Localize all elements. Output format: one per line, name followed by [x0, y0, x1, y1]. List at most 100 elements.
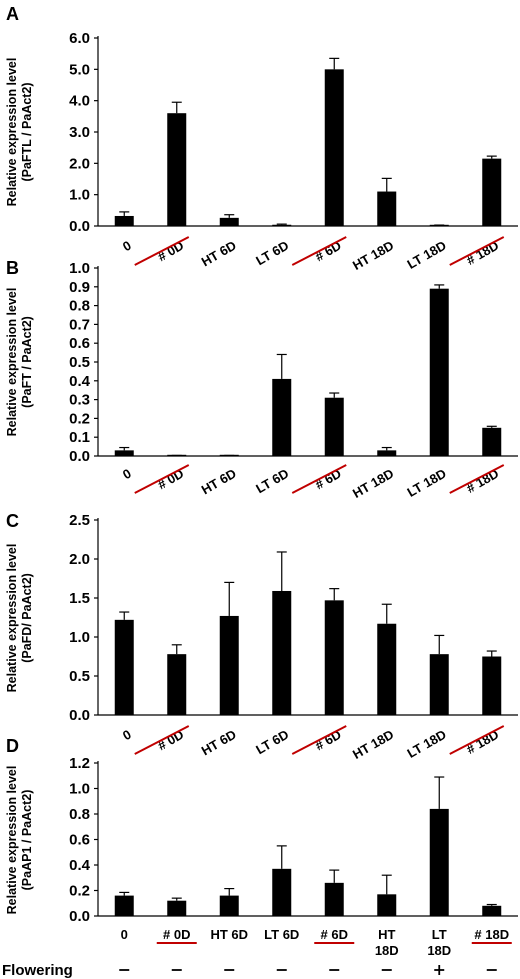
panel-b-xtick-label: 0: [120, 466, 134, 483]
panel-d-bar: [114, 895, 134, 916]
panel-d-ytick-label: 1.0: [69, 781, 90, 798]
panel-c-ytick-label: 1.0: [69, 629, 90, 646]
panel-d-ytick-label: 0.4: [69, 857, 91, 874]
panel-d-xtick-label: # 0D: [163, 927, 190, 942]
panel-b-ylabel-line: (PaFT / PaAct2): [20, 316, 34, 408]
panel-d-bar: [272, 868, 292, 916]
panel-a-bar: [324, 69, 344, 226]
panel-d-ytick-label: 0.2: [69, 883, 90, 900]
panel-a-bar: [114, 215, 134, 226]
panel-a-ytick-label: 6.0: [69, 30, 90, 47]
panel-a-bar: [219, 217, 239, 226]
panel-d-ytick-label: 0.6: [69, 832, 90, 849]
panel-d-bar: [429, 808, 449, 916]
panel-c-letter: C: [6, 511, 19, 531]
panel-a-bar: [377, 191, 397, 226]
panel-d-ytick-label: 0.0: [69, 908, 90, 925]
panel-d-bar: [167, 900, 187, 916]
panel-b-ytick-label: 0.7: [69, 316, 90, 333]
panel-b-ytick-label: 0.6: [69, 335, 90, 352]
panel-c-xtick-underline: [291, 725, 347, 755]
panel-c-bar: [219, 615, 239, 715]
panel-c-ylabel-line: (PaFD/ PaAct2): [20, 573, 34, 663]
panel-c-ytick-label: 2.5: [69, 512, 90, 529]
panel-d-ylabel-line: Relative expression level: [5, 766, 19, 915]
panel-b-bar: [482, 427, 502, 456]
panel-c-bar: [272, 590, 292, 715]
panel-d-xtick-label: # 18D: [474, 927, 509, 942]
panel-d-ytick-label: 1.2: [69, 755, 90, 772]
panel-b-xtick-underline: [449, 464, 505, 494]
panel-b-xtick-label: LT 18D: [405, 466, 449, 500]
panel-a-ytick-label: 2.0: [69, 155, 90, 172]
panel-d-xtick-label: 18D: [375, 943, 399, 958]
panel-d-ytick-label: 0.8: [69, 806, 90, 823]
panel-a-xtick-underline: [449, 236, 505, 266]
panel-c-bar: [324, 600, 344, 715]
panel-a-ytick-label: 3.0: [69, 124, 90, 141]
panel-c-xtick-underline: [134, 725, 190, 755]
panel-a-ylabel-line: Relative expression level: [5, 58, 19, 207]
panel-a-ytick-label: 5.0: [69, 61, 90, 78]
panel-b-bar: [429, 288, 449, 456]
panel-a-ylabel-line: (PaFTL / PaAct2): [20, 82, 34, 181]
panel-d-xtick-label: 0: [121, 927, 128, 942]
panel-b-ytick-label: 0.9: [69, 279, 90, 296]
panel-b-bar: [324, 397, 344, 456]
panel-a-xtick-label: HT 6D: [199, 238, 239, 270]
panel-b-xtick-label: HT 18D: [350, 466, 396, 501]
panel-b-bar: [114, 450, 134, 456]
panel-b-ytick-label: 0.3: [69, 392, 90, 409]
panel-a-xtick-label: LT 18D: [405, 238, 449, 272]
panel-b-xtick-label: HT 6D: [199, 466, 239, 498]
panel-c-ytick-label: 1.5: [69, 590, 90, 607]
panel-c-ytick-label: 2.0: [69, 551, 90, 568]
panel-a-bar: [482, 158, 502, 226]
panel-a-xtick-underline: [291, 236, 347, 266]
panel-c-xtick-label: LT 6D: [253, 727, 291, 758]
panel-a-xtick-label: HT 18D: [350, 238, 396, 273]
panel-d-xtick-label: 18D: [427, 943, 451, 958]
panel-b-ylabel-line: Relative expression level: [5, 288, 19, 437]
panel-a-bar: [167, 113, 187, 226]
panel-d-xtick-label: HT 6D: [210, 927, 248, 942]
panel-b-ytick-label: 0.8: [69, 298, 90, 315]
panel-a-xtick-label: 0: [120, 238, 134, 255]
panel-b-ytick-label: 0.4: [69, 373, 91, 390]
panel-d-xtick-label: HT: [378, 927, 395, 942]
panel-b-bar: [272, 378, 292, 456]
panel-b-ytick-label: 1.0: [69, 260, 90, 277]
panel-c-bar: [167, 654, 187, 715]
panel-b-ytick-label: 0.0: [69, 448, 90, 465]
panel-c-xtick-label: LT 18D: [405, 727, 449, 761]
panel-b-xtick-underline: [134, 464, 190, 494]
panel-d-bar: [482, 905, 502, 916]
panel-d-bar: [324, 882, 344, 916]
panel-b-xtick-underline: [291, 464, 347, 494]
panel-d-xtick-label: # 6D: [321, 927, 348, 942]
panel-b-letter: B: [6, 258, 19, 278]
panel-d-bar: [377, 894, 397, 916]
panel-a-xtick-label: LT 6D: [253, 238, 291, 269]
panel-b-ytick-label: 0.1: [69, 429, 90, 446]
panel-c-xtick-label: HT 6D: [199, 727, 239, 759]
panel-a-ytick-label: 1.0: [69, 187, 90, 204]
panel-c-bar: [114, 619, 134, 715]
panel-a-bar: [272, 224, 292, 226]
panel-d-xtick-label: LT: [432, 927, 447, 942]
panel-c-bar: [377, 623, 397, 715]
panel-b-bar: [377, 450, 397, 456]
panel-c-xtick-underline: [449, 725, 505, 755]
panel-a-ytick-label: 4.0: [69, 93, 90, 110]
panel-c-ytick-label: 0.0: [69, 707, 90, 724]
panel-c-bar: [482, 656, 502, 715]
panel-a-xtick-underline: [134, 236, 190, 266]
panel-d-ylabel-line: (PaAP1 / PaAct2): [20, 790, 34, 891]
panel-c-bar: [429, 654, 449, 715]
panel-c-xtick-label: 0: [120, 727, 134, 744]
panel-a-ytick-label: 0.0: [69, 218, 90, 235]
panel-d-letter: D: [6, 736, 19, 756]
panel-d-xtick-label: LT 6D: [264, 927, 299, 942]
panel-d-bar: [219, 895, 239, 916]
